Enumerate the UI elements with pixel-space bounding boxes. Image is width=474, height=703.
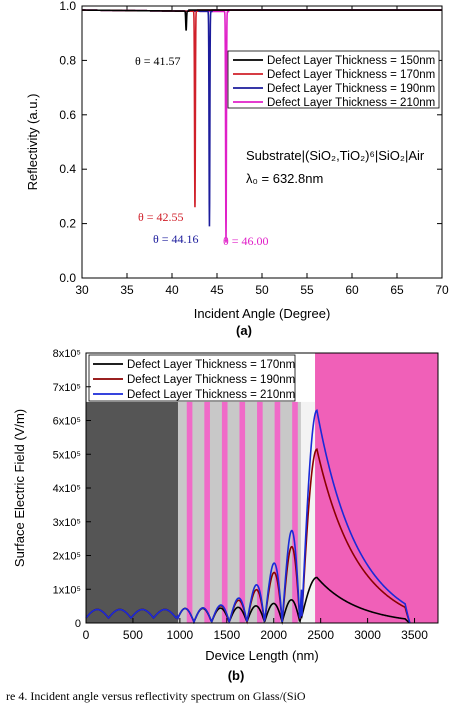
y-tick-label-b-4: 4x10⁵ bbox=[53, 483, 81, 495]
axis-ticks-a: 30 35 40 45 50 55 60 65 70 0.0 0.2 0.4 0.6 0.8 1.0 bbox=[59, 0, 449, 297]
x-axis-label-b: Device Length (nm) bbox=[205, 648, 318, 663]
y-tick-label-a-2: 0.4 bbox=[59, 162, 76, 176]
y-tick-label-a-4: 0.8 bbox=[59, 53, 76, 67]
x-axis-label-a: Incident Angle (Degree) bbox=[194, 306, 331, 321]
y-tick-label-b-1: 1x10⁵ bbox=[53, 584, 81, 596]
y-tick-label-b-7: 7x10⁵ bbox=[53, 382, 81, 394]
x-tick-label-a-0: 30 bbox=[75, 283, 89, 297]
legend-entry-b-2: Defect Layer Thickness = 210nm bbox=[127, 389, 295, 401]
y-axis-label-a: Reflectivity (a.u.) bbox=[25, 94, 40, 191]
y-tick-label-a-5: 1.0 bbox=[59, 0, 76, 13]
layer-regions-b bbox=[86, 353, 438, 623]
legend-a: Defect Layer Thickness = 150nm Defect La… bbox=[227, 50, 440, 109]
series-line-a-0 bbox=[82, 9, 442, 31]
y-tick-label-b-8: 8x10⁵ bbox=[53, 348, 81, 360]
y-tick-label-b-3: 3x10⁵ bbox=[53, 517, 81, 529]
series-lines-a bbox=[82, 9, 442, 243]
wavelength-label: λ₀ = 632.8nm bbox=[246, 171, 323, 186]
x-tick-label-b-7: 3500 bbox=[401, 628, 428, 642]
x-tick-label-a-7: 65 bbox=[390, 283, 404, 297]
figure-caption: re 4. Incident angle versus reflectivity… bbox=[6, 689, 306, 703]
y-tick-label-b-2: 2x10⁵ bbox=[53, 551, 81, 563]
y-tick-label-b-5: 5x10⁵ bbox=[53, 449, 81, 461]
dip-annotation-0: θ = 41.57 bbox=[135, 54, 181, 68]
axis-ticks-b: 0 500 1000 1500 2000 2500 3000 3500 0 1x10⁵ 2x10⁵ 3… bbox=[53, 348, 429, 642]
x-tick-label-b-4: 2000 bbox=[260, 628, 287, 642]
stack-stripe-b-2 bbox=[221, 401, 228, 623]
panel-label-a: (a) bbox=[236, 323, 252, 338]
layer-region-b-2 bbox=[315, 353, 438, 623]
y-tick-label-b-0: 0 bbox=[75, 618, 81, 630]
layer-region-b-0 bbox=[86, 401, 178, 623]
y-tick-label-b-6: 6x10⁵ bbox=[53, 416, 81, 428]
legend-entry-a-2: Defect Layer Thickness = 190nm bbox=[267, 83, 435, 95]
x-tick-label-b-2: 1000 bbox=[167, 628, 194, 642]
x-tick-label-b-5: 2500 bbox=[307, 628, 334, 642]
legend-box-a bbox=[227, 50, 440, 109]
x-tick-label-a-1: 35 bbox=[120, 283, 134, 297]
x-tick-label-b-3: 1500 bbox=[213, 628, 240, 642]
series-line-b-2 bbox=[85, 409, 411, 625]
panel-label-b: (b) bbox=[228, 668, 245, 683]
x-tick-label-a-8: 70 bbox=[435, 283, 449, 297]
layer-region-b-1 bbox=[177, 401, 301, 623]
legend-box-b bbox=[88, 354, 296, 402]
stack-stripe-b-6 bbox=[292, 401, 298, 623]
legend-b: Defect Layer Thickness = 170nm Defect La… bbox=[93, 359, 295, 401]
legend-entry-b-1: Defect Layer Thickness = 190nm bbox=[127, 374, 295, 386]
x-tick-label-a-5: 55 bbox=[300, 283, 314, 297]
dip-annotation-1: θ = 42.55 bbox=[138, 210, 184, 224]
y-tick-label-a-3: 0.6 bbox=[59, 108, 76, 122]
legend-entry-b-0: Defect Layer Thickness = 170nm bbox=[127, 359, 295, 371]
x-tick-label-b-1: 500 bbox=[123, 628, 143, 642]
series-line-b-0 bbox=[85, 576, 411, 625]
dip-annotation-2: θ = 44.16 bbox=[153, 232, 199, 246]
dip-annotation-3: θ = 46.00 bbox=[223, 234, 269, 248]
stack-stripe-b-4 bbox=[257, 401, 263, 623]
stack-stripe-b-0 bbox=[186, 401, 193, 623]
plot-frame-b bbox=[85, 352, 439, 624]
series-lines-b bbox=[85, 409, 411, 625]
legend-entry-a-3: Defect Layer Thickness = 210nm bbox=[267, 97, 435, 109]
stack-stripe-b-5 bbox=[274, 401, 281, 623]
y-axis-label-b: Surface Electric Field (V/m) bbox=[12, 409, 27, 567]
legend-entry-a-0: Defect Layer Thickness = 150nm bbox=[267, 55, 435, 67]
reflectivity-chart: 30 35 40 45 50 55 60 65 70 0.0 0.2 0.4 0.6 0.8 1.0 Inc… bbox=[25, 0, 449, 338]
y-tick-label-a-1: 0.2 bbox=[59, 217, 76, 231]
y-tick-label-a-0: 0.0 bbox=[59, 271, 76, 285]
stack-stripe-b-1 bbox=[204, 401, 210, 623]
x-tick-label-a-2: 40 bbox=[165, 283, 179, 297]
structure-label: Substrate|(SiO₂,TiO₂)⁶|SiO₂|Air bbox=[246, 148, 425, 163]
series-line-b-1 bbox=[85, 448, 411, 625]
x-tick-label-a-3: 45 bbox=[210, 283, 224, 297]
x-tick-label-a-6: 60 bbox=[345, 283, 359, 297]
legend-entry-a-1: Defect Layer Thickness = 170nm bbox=[267, 69, 435, 81]
defect-layer-b bbox=[300, 401, 316, 623]
x-tick-label-b-0: 0 bbox=[83, 628, 90, 642]
x-tick-label-a-4: 50 bbox=[255, 283, 269, 297]
x-tick-label-b-6: 3000 bbox=[354, 628, 381, 642]
stack-stripe-b-3 bbox=[239, 401, 246, 623]
